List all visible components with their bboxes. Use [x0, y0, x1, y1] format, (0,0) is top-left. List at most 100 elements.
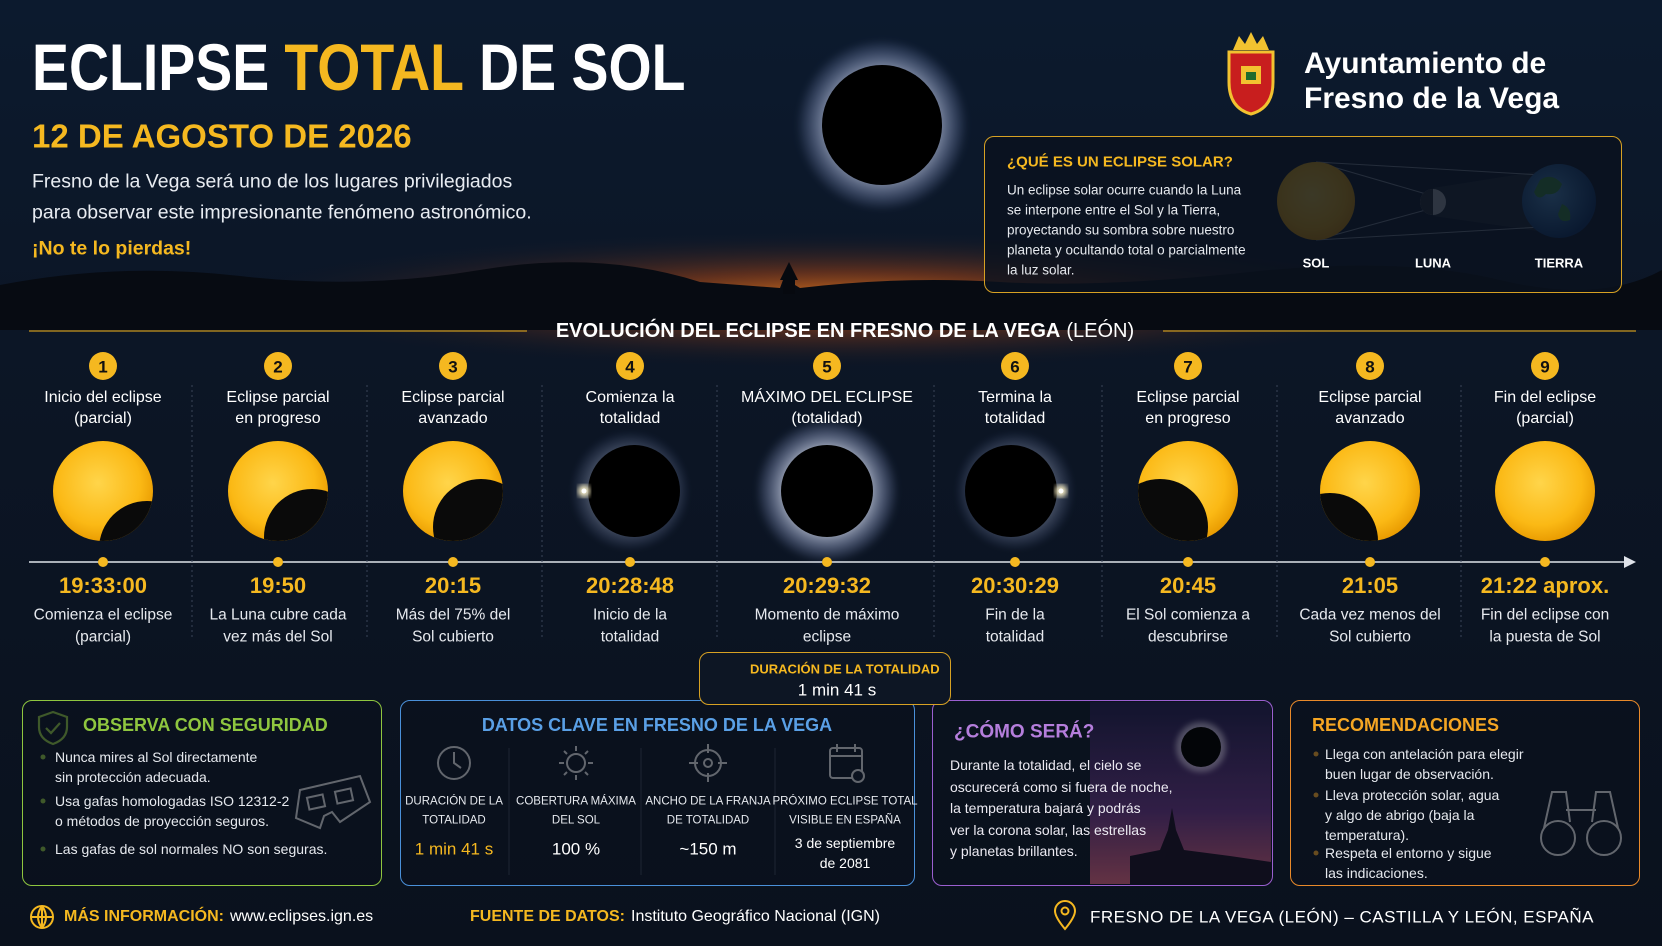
moon [588, 445, 680, 537]
duration-value: 1 min 41 s [797, 680, 877, 700]
stage-label: Comienza la [585, 389, 675, 406]
stage-description: Momento de máximo [754, 606, 900, 624]
stage-description: Fin de la [985, 606, 1045, 624]
footer-label: MÁS INFORMACIÓN: [64, 908, 224, 925]
stage-label: Eclipse parcial [401, 389, 505, 406]
stage-number: 9 [1540, 357, 1550, 377]
footer-value: Instituto Geográfico Nacional (IGN) [631, 908, 880, 925]
stage-number: 8 [1365, 357, 1375, 377]
how-panel [932, 700, 1273, 886]
stage-time: 20:15 [424, 573, 482, 598]
how-text: Durante la totalidad, el cielo se [950, 757, 1142, 773]
recommendation-item: y algo de abrigo (baja la [1325, 807, 1475, 823]
date: 12 DE AGOSTO DE 2026 [32, 117, 412, 155]
explainer-text: Un eclipse solar ocurre cuando la Luna [1007, 182, 1242, 198]
stage-description: la puesta de Sol [1489, 628, 1601, 646]
stage-label: Fin del eclipse [1493, 389, 1597, 406]
decoration [31, 905, 53, 929]
timeline-title: EVOLUCIÓN DEL ECLIPSE EN FRESNO DE LA VE… [555, 320, 1061, 342]
stage-label: en progreso [235, 410, 321, 427]
key-data-value: 100 % [551, 839, 601, 859]
callout: ¡No te lo pierdas! [32, 237, 192, 260]
stage-label: avanzado [418, 410, 488, 427]
stage-label: Eclipse parcial [1318, 389, 1422, 406]
stage-time: 21:05 [1341, 573, 1399, 598]
organization-name: Fresno de la Vega [1304, 82, 1560, 115]
stage-description: La Luna cubre cada [209, 606, 347, 624]
recommendation-item: Respeta el entorno y sigue [1325, 845, 1492, 861]
moon [433, 479, 503, 541]
how-text: oscurecerá como si fuera de noche, [950, 778, 1173, 795]
stage-description: eclipse [802, 628, 852, 646]
title: ECLIPSE TOTAL DE SOL [32, 34, 685, 100]
stage-badge [1174, 352, 1202, 380]
footer-value: www.eclipses.ign.es [230, 908, 374, 925]
moon [99, 501, 153, 541]
stage-description: Comienza el eclipse [33, 606, 173, 624]
stage-badge [1531, 352, 1559, 380]
stage-badge [1001, 352, 1029, 380]
stage-number: 7 [1183, 357, 1193, 377]
key-data-label: PRÓXIMO ECLIPSE TOTAL [772, 795, 918, 808]
recommendation-item: Lleva protección solar, agua [1325, 787, 1500, 803]
stage-number: 3 [448, 357, 458, 377]
stage-description: Sol cubierto [1329, 628, 1411, 646]
timeline-dot [1365, 557, 1375, 567]
how-title: ¿CÓMO SERÁ? [954, 721, 1095, 743]
timeline-dot [273, 557, 283, 567]
moon [1320, 493, 1378, 541]
stage-number: 5 [822, 357, 832, 377]
timeline-dot [1540, 557, 1550, 567]
explainer-label: LUNA [1414, 255, 1452, 271]
moon [965, 445, 1057, 537]
timeline-heading: EVOLUCIÓN DEL ECLIPSE EN FRESNO DE LA VE… [556, 321, 1134, 341]
decoration [780, 262, 798, 294]
key-data-label: COBERTURA MÁXIMA [516, 795, 636, 808]
stage-description: El Sol comienza a [1125, 606, 1251, 624]
stage-label: (parcial) [1516, 410, 1574, 427]
stage-time: 19:50 [249, 573, 307, 598]
key-data-panel [400, 700, 915, 886]
stage-description: vez más del Sol [223, 628, 333, 646]
stage-description: totalidad [600, 628, 660, 646]
title-part: ECLIPSE [32, 30, 270, 104]
stage-badge [89, 352, 117, 380]
safety-item: Las gafas de sol normales NO son seguras… [55, 841, 328, 857]
timeline-subtitle: (LEÓN) [1066, 320, 1135, 342]
diamond-ring [581, 488, 587, 494]
timeline-arrow [1624, 556, 1636, 568]
stage-description: Inicio de la [592, 606, 668, 624]
stage-description: Cada vez menos del [1299, 606, 1441, 624]
key-data-label: VISIBLE EN ESPAÑA [789, 814, 901, 827]
footer-label: FUENTE DE DATOS: [470, 908, 625, 925]
diamond-ring [1058, 488, 1064, 494]
stage-label: totalidad [599, 410, 661, 427]
key-data-title: DATOS CLAVE EN FRESNO DE LA VEGA [481, 715, 833, 735]
safety-item: Nunca mires al Sol directamente [55, 749, 258, 765]
stage-number: 2 [273, 357, 283, 377]
moon [781, 445, 873, 537]
key-data-value: de 2081 [819, 855, 871, 871]
decoration [1181, 727, 1221, 767]
safety-panel [22, 700, 382, 886]
stage-badge [439, 352, 467, 380]
stage-label: Eclipse parcial [226, 389, 330, 406]
key-data-value: 3 de septiembre [794, 835, 896, 851]
safety-item: Usa gafas homologadas ISO 12312-2 [55, 793, 290, 809]
explainer-title: ¿QUÉ ES UN ECLIPSE SOLAR? [1007, 153, 1233, 171]
stage-label: en progreso [1145, 410, 1231, 427]
decoration [1246, 72, 1256, 80]
how-text: la temperatura bajará y podrás [950, 800, 1141, 816]
timeline-dot [625, 557, 635, 567]
safety-title: OBSERVA CON SEGURIDAD [83, 715, 328, 735]
stage-description: Sol cubierto [412, 628, 494, 646]
decoration [1060, 906, 1070, 916]
title-part: TOTAL [284, 30, 464, 104]
stage-time: 20:28:48 [585, 573, 675, 598]
stage-number: 6 [1010, 357, 1020, 377]
stage-description: Más del 75% del [395, 606, 511, 624]
stage-label: Termina la [978, 389, 1052, 406]
stage-time: 20:30:29 [970, 573, 1060, 598]
recommendation-item: temperatura). [1325, 827, 1410, 843]
